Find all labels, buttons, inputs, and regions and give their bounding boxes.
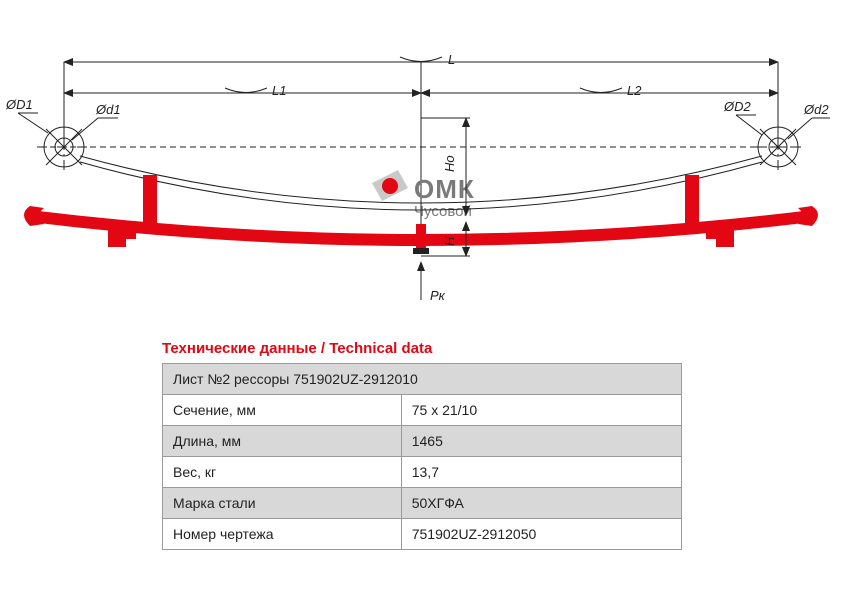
clamp-right: [685, 175, 699, 233]
dim-Ho-label: Ho: [442, 155, 457, 172]
dim-D2-label: ØD2: [723, 99, 752, 114]
spec-row-value: 75 х 21/10: [401, 395, 681, 426]
page-root: L L1 L2 ØD1 Ød1: [0, 0, 842, 595]
omk-logo: ОМК Чусовой: [372, 170, 475, 220]
dim-L2-label: L2: [627, 83, 642, 98]
spec-table-wrap: Технические данные / Technical data Лист…: [162, 340, 682, 550]
spec-table: Лист №2 рессоры 751902UZ-2912010Сечение,…: [162, 363, 682, 550]
dim-L-label: L: [448, 52, 455, 67]
spec-row-label: Вес, кг: [163, 457, 402, 488]
clamp-left: [143, 175, 157, 233]
dim-d2-label: Ød2: [803, 102, 829, 117]
dim-Pk-label: Рк: [430, 288, 446, 303]
spec-row-value: 50ХГФА: [401, 488, 681, 519]
spring-diagram: L L1 L2 ØD1 Ød1: [0, 0, 842, 330]
spec-row-label: Номер чертежа: [163, 519, 402, 550]
spec-row-label: Сечение, мм: [163, 395, 402, 426]
dim-d1-label: Ød1: [95, 102, 121, 117]
spec-table-body: Лист №2 рессоры 751902UZ-2912010Сечение,…: [163, 364, 682, 550]
dim-H-label: H: [442, 236, 457, 246]
left-eye: [37, 120, 91, 174]
spec-row-label: Длина, мм: [163, 426, 402, 457]
spec-row-value: 1465: [401, 426, 681, 457]
spec-row-value: 13,7: [401, 457, 681, 488]
dim-D1-label: ØD1: [5, 97, 33, 112]
centre-bolt: [416, 224, 426, 250]
dim-L1-label: L1: [272, 83, 286, 98]
spec-table-title: Технические данные / Technical data: [162, 340, 682, 357]
logo-text-2: Чусовой: [414, 203, 472, 220]
right-eye: [751, 120, 805, 174]
spec-header-row: Лист №2 рессоры 751902UZ-2912010: [163, 364, 682, 395]
spec-row-label: Марка стали: [163, 488, 402, 519]
spec-row-value: 751902UZ-2912050: [401, 519, 681, 550]
